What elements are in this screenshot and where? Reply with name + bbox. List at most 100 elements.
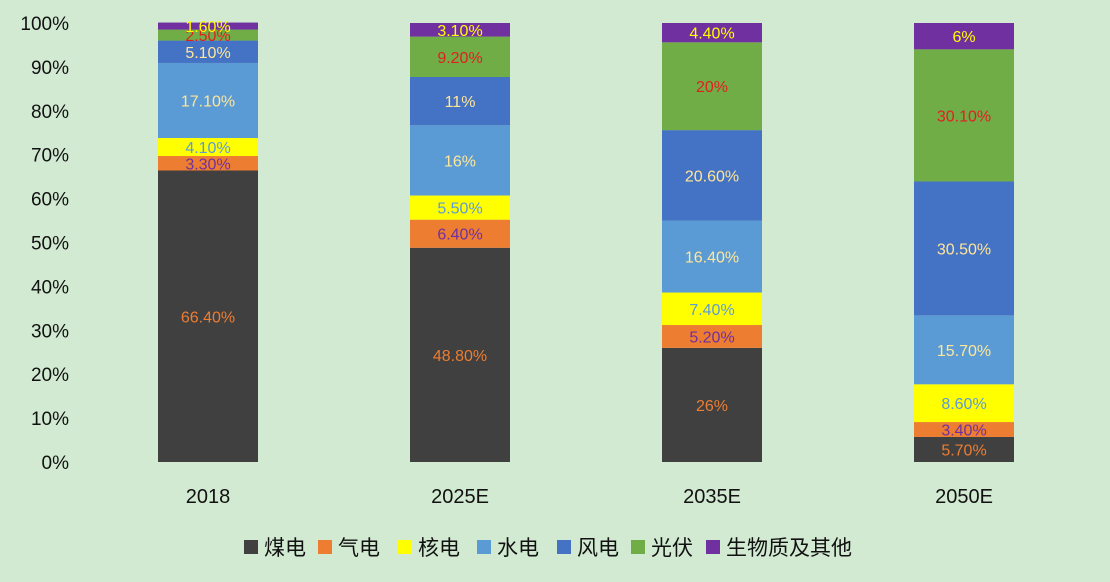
legend-label: 气电 [338,537,380,560]
data-label: 30.50% [937,241,991,258]
y-tick-label: 100% [20,14,69,35]
bar-segment [914,49,1014,182]
data-label: 66.40% [181,309,235,326]
legend-item: 光伏 [631,537,693,560]
data-label: 3.40% [941,423,986,440]
data-label: 3.30% [185,156,230,173]
legend-item: 水电 [477,537,539,560]
bar-segment [662,23,762,43]
data-label: 5.50% [437,201,482,218]
data-label: 17.10% [181,93,235,110]
bar-segment [158,40,258,63]
data-label: 7.40% [689,302,734,319]
bar-stacks: 66.40% 3.30%4.10% 17.10% 5.10%2.50%1.60% 48.… [158,19,1014,462]
data-label: 30.10% [937,108,991,125]
bar-segment [662,130,762,221]
bar-segment [662,325,762,348]
bar-segment [158,138,258,157]
bar-segment [914,315,1014,385]
data-label: 6.40% [437,227,482,244]
bar-stack: 48.80% 6.40% 5.50% 16% 11% 9.20% 3.10% [410,23,510,462]
legend-label: 水电 [497,537,539,560]
y-tick-label: 10% [31,409,69,430]
data-label: 20% [696,79,728,96]
legend-swatch [557,540,571,554]
legend-label: 核电 [418,537,460,560]
bar-stack: 26% 5.20% 7.40% 16.40% 20.60% 20% 4.40% [662,23,762,462]
legend-swatch [631,540,645,554]
bar-segment [410,247,510,462]
data-label: 15.70% [937,343,991,360]
bar-segment [914,422,1014,437]
bar-segment [158,170,258,462]
y-tick-label: 50% [31,234,69,255]
legend-swatch [398,540,412,554]
y-axis: 0% 10% 20% 30% 40% 50% 60% 70% 80% 90% 100% [20,14,69,474]
data-label: 1.60% [185,19,230,36]
bar-segment [914,23,1014,50]
x-axis: 2018 2025E 2035E 2050E [186,486,993,508]
legend-item: 核电 [398,537,460,560]
data-label: 8.60% [941,396,986,413]
bar-segment [158,29,258,41]
bar-segment [410,195,510,220]
data-label: 2.50% [185,28,230,45]
legend-label: 风电 [577,537,619,560]
bar-stack: 5.70% 3.40% 8.60% 15.70% 30.50% 30.10% 6% [914,23,1014,462]
bar-stack: 66.40% 3.30%4.10% 17.10% 5.10%2.50%1.60% [158,19,258,462]
bar-segment [410,23,510,37]
legend-label: 光伏 [651,537,693,560]
bar-segment [158,22,258,30]
x-category-label: 2025E [431,486,489,508]
legend-item: 煤电 [244,537,306,560]
data-label: 11% [445,94,476,111]
y-tick-label: 60% [31,190,69,211]
data-label: 5.70% [941,442,986,459]
y-tick-label: 80% [31,102,69,123]
bar-segment [914,181,1014,316]
bar-segment [158,62,258,139]
legend-item: 气电 [318,537,380,560]
legend-swatch [244,540,258,554]
data-label: 16% [444,153,476,170]
x-category-label: 2018 [186,486,231,508]
data-label: 9.20% [437,50,482,67]
bar-segment [410,36,510,77]
data-label: 16.40% [685,250,739,267]
bar-segment [914,436,1014,462]
x-category-label: 2050E [935,486,993,508]
bar-segment [410,125,510,196]
data-label: 5.20% [689,329,734,346]
data-label: 26% [696,398,728,415]
data-label: 4.40% [689,26,734,43]
data-label: 4.10% [185,140,230,157]
legend-label: 煤电 [264,537,306,560]
legend-swatch [318,540,332,554]
data-label: 48.80% [433,348,487,365]
legend-swatch [706,540,720,554]
data-label: 6% [952,29,975,46]
legend-item: 生物质及其他 [706,537,852,560]
bar-segment [662,292,762,326]
bar-segment [662,42,762,131]
y-tick-label: 40% [31,277,69,298]
legend-label: 生物质及其他 [726,537,852,560]
data-label: 20.60% [685,168,739,185]
data-label: 5.10% [185,45,230,62]
data-label: 3.10% [437,23,482,40]
legend: 煤电 气电 核电 水电 风电 光伏 生物质及其他 [244,537,852,560]
y-tick-label: 20% [31,365,69,386]
bar-segment [662,220,762,293]
legend-swatch [477,540,491,554]
legend-item: 风电 [557,537,619,560]
bar-segment [662,347,762,462]
bar-segment [410,76,510,126]
x-category-label: 2035E [683,486,741,508]
y-tick-label: 30% [31,321,69,342]
y-tick-label: 0% [42,453,70,474]
bar-segment [410,219,510,248]
bar-segment [914,384,1014,423]
y-tick-label: 90% [31,58,69,79]
